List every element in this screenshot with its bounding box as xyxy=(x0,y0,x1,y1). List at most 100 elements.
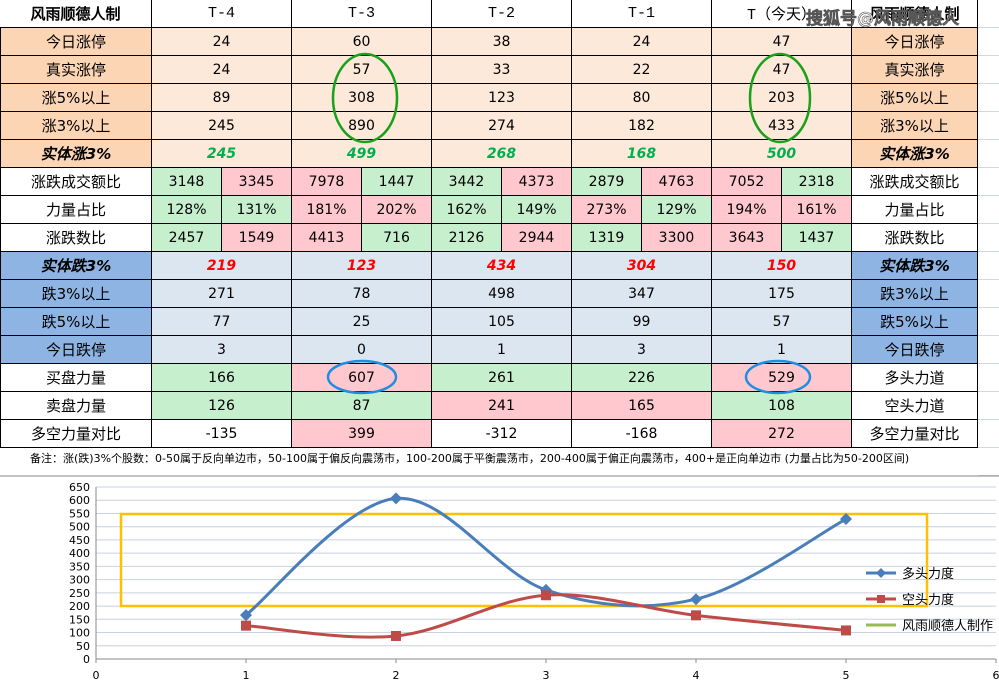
table-cell: 3 xyxy=(572,336,712,364)
sheet-gridline xyxy=(978,27,999,28)
sheet-gridline xyxy=(978,447,999,448)
table-cell: T-1 xyxy=(572,0,712,28)
table-cell: 7052 xyxy=(712,168,782,196)
table-cell: 跌5%以上 xyxy=(852,308,978,336)
highlight-box xyxy=(119,512,929,608)
sheet-gridline xyxy=(978,83,999,84)
table-cell: 47 xyxy=(712,28,852,56)
table-cell: 241 xyxy=(432,392,572,420)
point xyxy=(541,590,551,601)
table-cell: 涨跌数比 xyxy=(852,224,978,252)
table-cell: 实体涨3% xyxy=(0,140,152,168)
table-cell: 87 xyxy=(292,392,432,420)
point xyxy=(390,492,402,505)
table-cell: 买盘力量 xyxy=(0,364,152,392)
sheet-gridline xyxy=(978,279,999,280)
table-cell: 今日涨停 xyxy=(852,28,978,56)
table-cell: 1 xyxy=(712,336,852,364)
x-tick-label: 0 xyxy=(93,669,100,682)
table-cell: 2457 xyxy=(152,224,222,252)
table-cell: 80 xyxy=(572,84,712,112)
table-cell: 99 xyxy=(572,308,712,336)
table-cell: -312 xyxy=(432,420,572,448)
table-cell: 25 xyxy=(292,308,432,336)
table-cell: 4413 xyxy=(292,224,362,252)
table-cell: 165 xyxy=(572,392,712,420)
table-cell: 今日涨停 xyxy=(0,28,152,56)
point xyxy=(241,620,251,631)
table-cell: 273% xyxy=(572,196,642,224)
table-cell: 131% xyxy=(222,196,292,224)
table-cell: 卖盘力量 xyxy=(0,392,152,420)
point xyxy=(841,625,851,636)
table-cell: 1437 xyxy=(782,224,852,252)
table-cell: 涨5%以上 xyxy=(852,84,978,112)
table-cell: 真实涨停 xyxy=(0,56,152,84)
highlight-ellipse xyxy=(326,359,398,395)
y-tick-label: 0 xyxy=(83,653,90,666)
y-tick-label: 400 xyxy=(69,547,90,560)
table-cell: 166 xyxy=(152,364,292,392)
y-tick-label: 450 xyxy=(69,534,90,547)
table-cell: 2126 xyxy=(432,224,502,252)
table-cell: 多空力量对比 xyxy=(0,420,152,448)
sheet-gridline xyxy=(978,167,999,168)
table-cell: 47 xyxy=(712,56,852,84)
sheet-gridline xyxy=(978,223,999,224)
table-cell: 3300 xyxy=(642,224,712,252)
table-cell: 实体涨3% xyxy=(852,140,978,168)
table-cell: 123 xyxy=(432,84,572,112)
table-cell: 304 xyxy=(572,252,712,280)
table-cell: 168 xyxy=(572,140,712,168)
table-cell: 24 xyxy=(152,56,292,84)
sheet-gridline xyxy=(978,195,999,196)
table-cell: -135 xyxy=(152,420,292,448)
point xyxy=(391,630,401,641)
table-cell: 实体跌3% xyxy=(0,252,152,280)
table-cell: 57 xyxy=(292,56,432,84)
table-cell: 1447 xyxy=(362,168,432,196)
table-cell: 实体跌3% xyxy=(852,252,978,280)
point xyxy=(690,593,702,606)
table-cell: 347 xyxy=(572,280,712,308)
sheet-gridline xyxy=(978,111,999,112)
table-cell: 499 xyxy=(292,140,432,168)
table-cell: 245 xyxy=(152,112,292,140)
table-cell: 123 xyxy=(292,252,432,280)
legend-label: 风雨顺德人制作 xyxy=(902,619,993,634)
table-cell: 3148 xyxy=(152,168,222,196)
table-cell: 涨5%以上 xyxy=(0,84,152,112)
table-cell: 多空力量对比 xyxy=(852,420,978,448)
y-tick-label: 150 xyxy=(69,613,90,626)
table-cell: 498 xyxy=(432,280,572,308)
table-cell: 226 xyxy=(572,364,712,392)
table-cell: 261 xyxy=(432,364,572,392)
x-tick-label: 5 xyxy=(843,669,850,682)
table-cell: -168 xyxy=(572,420,712,448)
table-cell: 力量占比 xyxy=(0,196,152,224)
table-cell: 434 xyxy=(432,252,572,280)
table-cell: 24 xyxy=(572,28,712,56)
y-tick-label: 50 xyxy=(76,640,90,653)
sheet-gridline xyxy=(978,419,999,420)
table-cell: 真实涨停 xyxy=(852,56,978,84)
table-cell: 272 xyxy=(712,420,852,448)
point xyxy=(240,609,252,622)
legend-label: 空头力度 xyxy=(902,592,954,608)
table-cell: 716 xyxy=(362,224,432,252)
sheet-gridline xyxy=(978,251,999,252)
table-cell: 涨跌成交额比 xyxy=(852,168,978,196)
highlight-ellipse xyxy=(744,359,812,395)
highlight-ellipse xyxy=(748,52,812,144)
table-cell: 399 xyxy=(292,420,432,448)
table-cell: 194% xyxy=(712,196,782,224)
table-cell: 1549 xyxy=(222,224,292,252)
table-cell: 涨3%以上 xyxy=(0,112,152,140)
table-cell: 271 xyxy=(152,280,292,308)
y-tick-label: 500 xyxy=(69,521,90,534)
sheet-gridline xyxy=(978,391,999,392)
table-cell: 多头力道 xyxy=(852,364,978,392)
table-cell: 力量占比 xyxy=(852,196,978,224)
x-tick-label: 2 xyxy=(393,669,400,682)
y-tick-label: 100 xyxy=(69,627,90,640)
